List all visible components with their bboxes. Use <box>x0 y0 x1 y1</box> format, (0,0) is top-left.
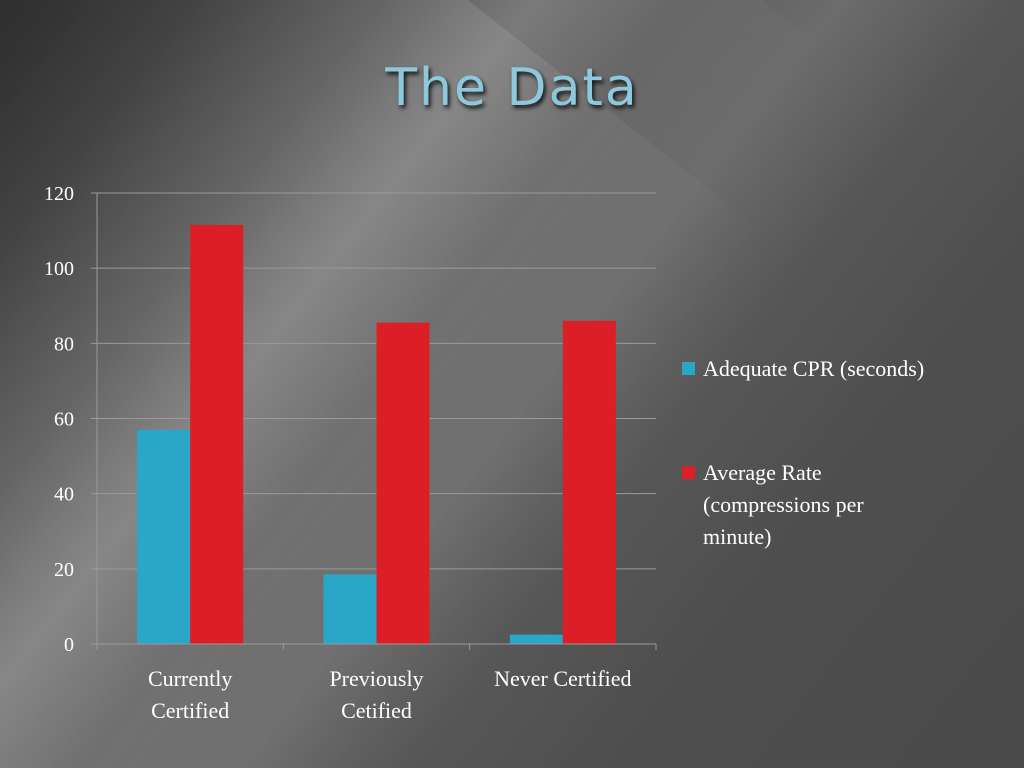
bar-series-2-cat-1 <box>190 224 244 644</box>
axis-labels: 0 20 40 60 80 100 120 Currently Certified Previou… <box>44 183 632 723</box>
legend-label: minute) <box>703 524 771 549</box>
legend-label: Adequate CPR (seconds) <box>703 356 924 381</box>
y-tick-label: 20 <box>54 559 74 581</box>
legend: Adequate CPR (seconds) Average Rate (compr… <box>682 356 924 549</box>
y-tick-label: 100 <box>44 258 74 280</box>
bar-series-2-cat-3 <box>562 320 616 644</box>
legend-label: Average Rate <box>703 460 822 485</box>
bars <box>137 224 616 644</box>
x-category-label: Previously <box>329 666 423 691</box>
bar-series-1-cat-3 <box>509 634 563 644</box>
slide-title: The Data <box>385 58 639 118</box>
axes <box>91 192 657 650</box>
legend-label: (compressions per <box>703 492 864 517</box>
y-tick-label: 40 <box>54 484 74 506</box>
bar-series-1-cat-2 <box>323 574 377 644</box>
x-category-label: Currently <box>148 666 232 691</box>
y-tick-label: 80 <box>54 333 74 355</box>
bar-series-2-cat-2 <box>376 322 430 644</box>
x-category-label: Certified <box>151 698 229 723</box>
y-tick-label: 0 <box>64 634 74 656</box>
y-tick-label: 120 <box>44 183 74 205</box>
x-category-label: Cetified <box>341 698 412 723</box>
legend-swatch <box>682 466 695 479</box>
legend-swatch <box>682 362 695 375</box>
bar-series-1-cat-1 <box>137 429 191 644</box>
y-tick-label: 60 <box>54 409 74 431</box>
x-category-label: Never Certified <box>494 666 631 691</box>
